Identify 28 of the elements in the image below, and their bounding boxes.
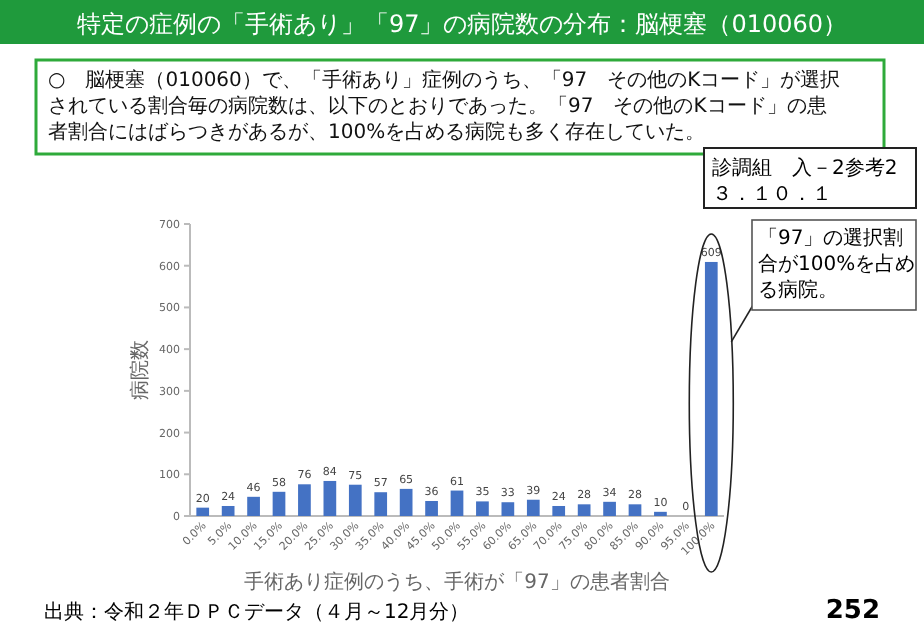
- bar: [476, 501, 489, 516]
- text: 診調組 入－2参考2: [712, 156, 898, 180]
- bar: [374, 492, 388, 516]
- source-note: 出典：令和２年ＤＰＣデータ（４月～12月分）: [44, 600, 470, 624]
- bar: [196, 507, 210, 516]
- bar: [526, 499, 540, 516]
- text: ○ 脳梗塞（010060）で、「手術あり」症例のうち、「97 その他のKコード」が選択されている割合毎の病院数は、以下のとおりであった。「97 その他のKコード」の患者割合にはばらつきがあるが、100%を占める病院も多く存在していた。: [48, 68, 841, 144]
- bar: [323, 480, 337, 516]
- x-axis-title: 手術あり症例のうち、手術が「97」の患者割合: [244, 570, 670, 594]
- y-axis-title: 病院数: [128, 340, 152, 400]
- bar: [399, 488, 413, 516]
- bar: [450, 490, 464, 516]
- bar: [298, 484, 311, 516]
- bar: [348, 484, 362, 516]
- bar: [221, 505, 235, 516]
- bar: [272, 491, 286, 516]
- bar: [577, 504, 591, 516]
- bar: [552, 505, 566, 516]
- bar: [425, 500, 438, 516]
- chart-title: 特定の症例の「手術あり」「97」の病院数の分布：脳梗塞（010060）: [76, 10, 848, 38]
- bar: [603, 501, 616, 516]
- bar: [704, 261, 718, 516]
- text: 252: [825, 596, 880, 626]
- text: ３．１０．１: [712, 184, 832, 206]
- annotation: 「97」の選択割合が100%を占める病院。: [758, 226, 916, 302]
- bar: [501, 502, 515, 516]
- bar: [247, 496, 260, 516]
- bar: [628, 504, 642, 516]
